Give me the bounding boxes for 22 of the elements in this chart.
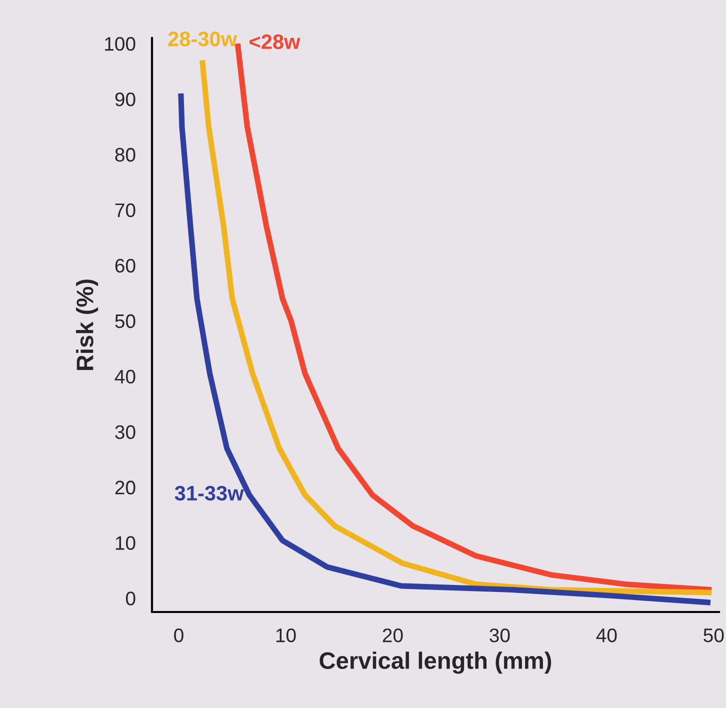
x-tick-label: 50 <box>704 628 724 642</box>
y-tick-label: 60 <box>115 258 136 273</box>
x-tick-label: 20 <box>382 628 403 642</box>
x-tick-label: 30 <box>490 628 510 642</box>
y-tick-label: 20 <box>115 480 136 494</box>
x-axis-title: Cervical length (mm) <box>320 652 552 674</box>
x-tick-label: 40 <box>596 628 617 642</box>
y-tick-label: 70 <box>115 203 136 218</box>
y-tick-label: 40 <box>114 370 136 384</box>
y-tick-label: 90 <box>115 92 136 106</box>
x-tick-label: 0 <box>174 628 184 642</box>
x-tick-label: 10 <box>276 628 296 642</box>
y-tick-label: 100 <box>105 37 136 51</box>
series-label: 28-30w <box>168 32 238 46</box>
y-tick-label: 30 <box>115 425 136 439</box>
series-label: <28w <box>250 34 300 50</box>
y-tick-label: 10 <box>116 536 136 550</box>
series-label: 31-33w <box>174 486 244 501</box>
y-tick-label: 50 <box>115 314 136 328</box>
y-tick-label: 0 <box>126 592 136 606</box>
y-tick-label: 80 <box>115 148 136 162</box>
y-axis-title: Risk (%) <box>76 280 98 370</box>
